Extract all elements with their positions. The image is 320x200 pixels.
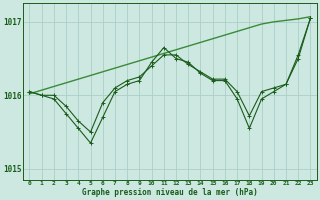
X-axis label: Graphe pression niveau de la mer (hPa): Graphe pression niveau de la mer (hPa) <box>82 188 258 197</box>
